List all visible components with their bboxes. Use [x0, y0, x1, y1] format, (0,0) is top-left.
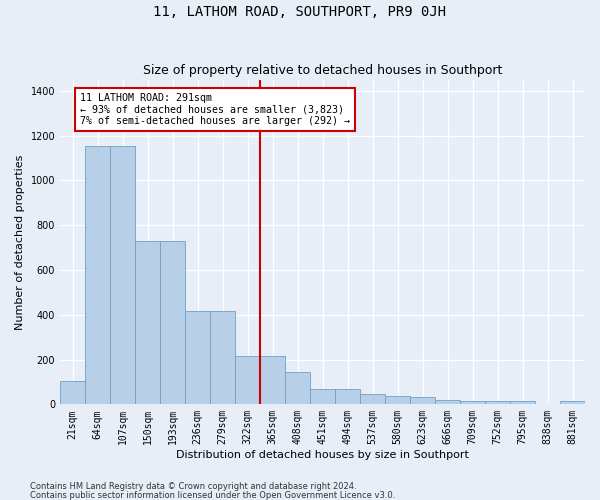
Bar: [460, 401, 485, 404]
Text: 11 LATHOM ROAD: 291sqm
← 93% of detached houses are smaller (3,823)
7% of semi-d: 11 LATHOM ROAD: 291sqm ← 93% of detached…: [80, 93, 350, 126]
Bar: [160, 241, 185, 404]
Bar: [335, 389, 360, 404]
Bar: [485, 401, 510, 404]
Text: Contains public sector information licensed under the Open Government Licence v3: Contains public sector information licen…: [30, 490, 395, 500]
Text: Contains HM Land Registry data © Crown copyright and database right 2024.: Contains HM Land Registry data © Crown c…: [30, 482, 356, 491]
X-axis label: Distribution of detached houses by size in Southport: Distribution of detached houses by size …: [176, 450, 469, 460]
Bar: [185, 312, 210, 404]
Bar: [410, 397, 435, 404]
Bar: [510, 401, 535, 404]
Bar: [560, 401, 585, 404]
Bar: [110, 146, 135, 404]
Bar: [260, 356, 285, 405]
Bar: [310, 388, 335, 404]
Bar: [235, 356, 260, 405]
Bar: [85, 146, 110, 404]
Bar: [285, 372, 310, 404]
Bar: [435, 400, 460, 404]
Bar: [360, 394, 385, 404]
Bar: [60, 381, 85, 404]
Text: 11, LATHOM ROAD, SOUTHPORT, PR9 0JH: 11, LATHOM ROAD, SOUTHPORT, PR9 0JH: [154, 5, 446, 19]
Bar: [210, 312, 235, 404]
Y-axis label: Number of detached properties: Number of detached properties: [15, 154, 25, 330]
Title: Size of property relative to detached houses in Southport: Size of property relative to detached ho…: [143, 64, 502, 77]
Bar: [385, 396, 410, 404]
Bar: [135, 241, 160, 404]
